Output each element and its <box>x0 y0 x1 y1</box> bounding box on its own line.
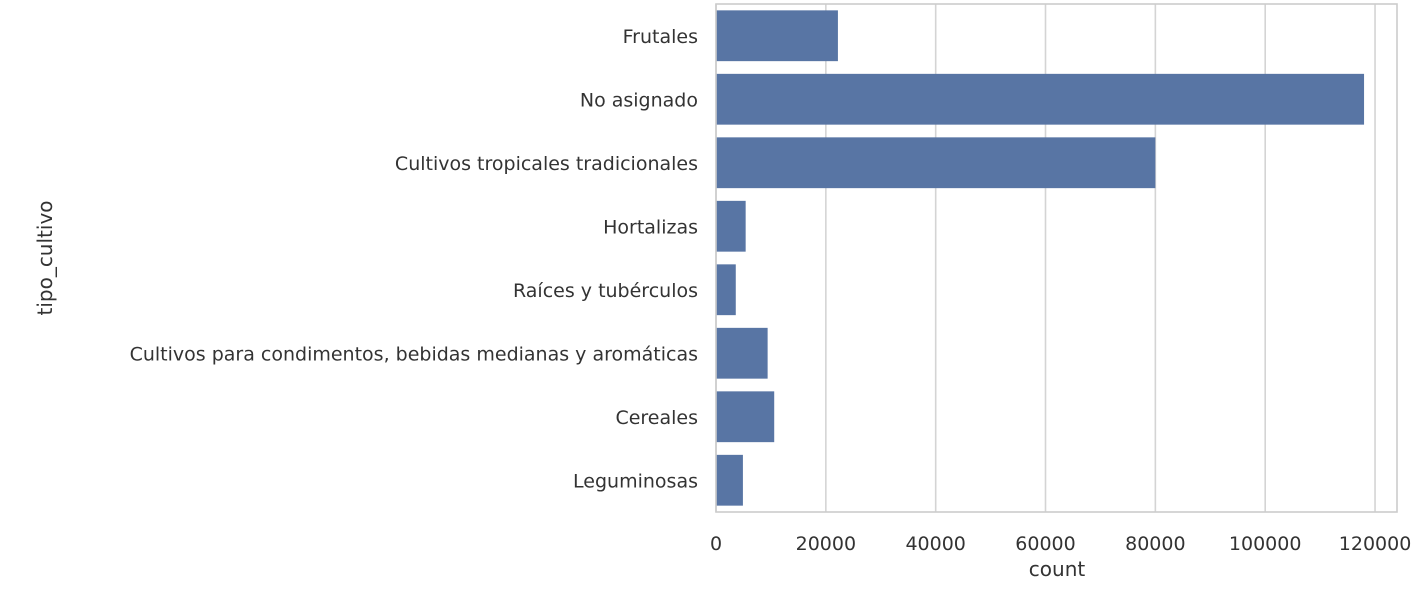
x-tick-label: 120000 <box>1339 533 1412 555</box>
bar <box>716 264 736 316</box>
plot-frame <box>715 3 1398 513</box>
bar <box>716 454 743 506</box>
y-axis-label: tipo_cultivo <box>33 200 57 315</box>
x-tick-label: 80000 <box>1125 533 1185 555</box>
x-tick-label: 60000 <box>1015 533 1075 555</box>
y-tick-label: Cultivos tropicales tradicionales <box>395 153 698 175</box>
x-tick-label: 100000 <box>1229 533 1302 555</box>
x-tick-label: 40000 <box>905 533 965 555</box>
y-tick-label: Raíces y tubérculos <box>513 280 698 302</box>
bar <box>716 200 746 252</box>
x-tick-labels: 0 20000 40000 60000 80000 100000 120000 <box>710 533 1411 555</box>
bar <box>716 137 1156 189</box>
y-tick-label: Hortalizas <box>603 216 698 238</box>
bar <box>716 327 768 379</box>
y-tick-label: No asignado <box>580 89 698 111</box>
y-tick-label: Cereales <box>615 407 698 429</box>
x-axis-label: count <box>1029 557 1086 581</box>
y-tick-labels: Frutales No asignado Cultivos tropicales t… <box>130 26 698 493</box>
y-tick-label: Frutales <box>623 26 698 48</box>
y-tick-label: Leguminosas <box>573 470 698 492</box>
bar <box>716 73 1365 125</box>
bars <box>716 10 1365 506</box>
bar <box>716 10 838 62</box>
x-tick-label: 0 <box>710 533 722 555</box>
x-tick-label: 20000 <box>796 533 856 555</box>
y-tick-label: Cultivos para condimentos, bebidas media… <box>130 343 698 365</box>
bar <box>716 391 775 443</box>
